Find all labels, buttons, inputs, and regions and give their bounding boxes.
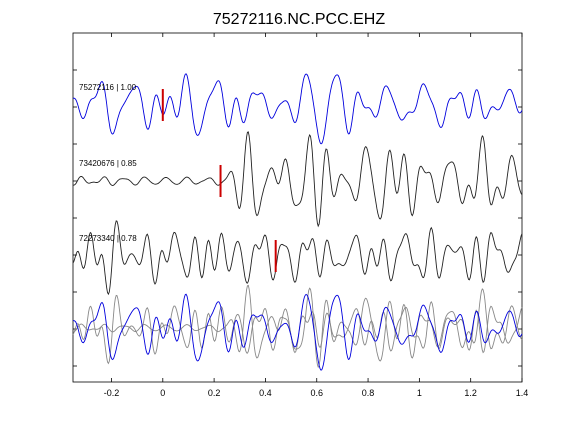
chart-title: 75272116.NC.PCC.EHZ (213, 11, 385, 28)
trace-labels: 75272116 | 1.00 73420676 | 0.85 72273340 |… (79, 83, 137, 243)
overlay-line-73420676 (72, 284, 523, 369)
x-tick-label: -0.2 (104, 388, 120, 398)
x-tick-label: 1.4 (516, 388, 529, 398)
trace-label-75272116: 75272116 | 1.00 (79, 83, 137, 92)
pick-markers (161, 89, 277, 272)
x-tick-label: 0.2 (208, 388, 221, 398)
trace-lines (72, 73, 523, 371)
overlay-line-72273340 (72, 294, 523, 365)
x-tick-label: 0.4 (259, 388, 272, 398)
overlay-line-75272116 (72, 293, 523, 371)
plot-frame (72, 32, 523, 383)
x-tick-label: 0.6 (310, 388, 323, 398)
x-tick-label: 0.8 (362, 388, 375, 398)
x-tick-label: 1 (417, 388, 422, 398)
x-tick-label: 0 (160, 388, 165, 398)
x-tick-label: 1.2 (464, 388, 477, 398)
trace-line-72273340 (72, 220, 523, 296)
trace-line-75272116 (72, 73, 523, 145)
trace-line-73420676 (72, 131, 523, 228)
trace-label-72273340: 72273340 | 0.78 (79, 234, 137, 243)
axis-ticks: -0.2 0 0.2 0.4 0.6 0.8 1 1.2 1.4 (73, 33, 528, 398)
trace-label-73420676: 73420676 | 0.85 (79, 159, 137, 168)
